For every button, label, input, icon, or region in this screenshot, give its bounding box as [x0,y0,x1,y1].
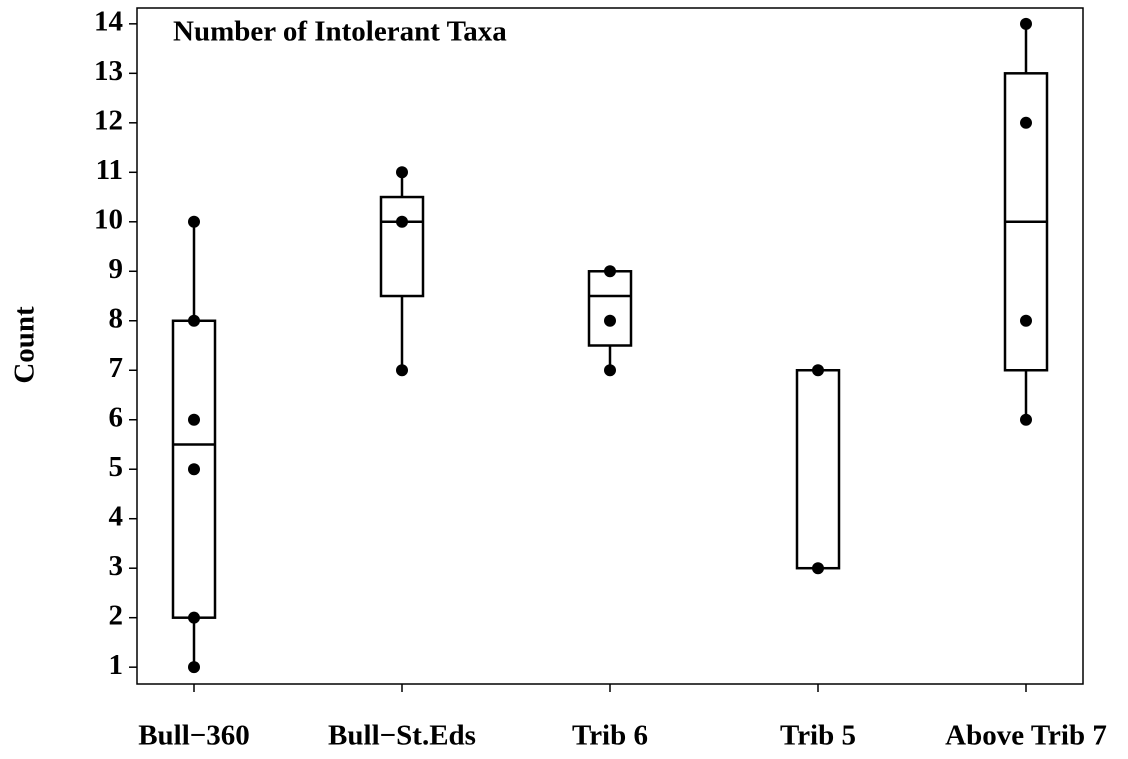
x-tick-label: Above Trib 7 [945,720,1107,752]
box [795,368,841,570]
data-point [604,265,616,278]
data-point [396,166,408,179]
box [587,270,633,347]
data-point [188,413,200,426]
data-point [812,364,824,377]
data-point [1020,17,1032,30]
data-point [1020,314,1032,327]
data-point [188,215,200,228]
y-tick-label: 1 [109,649,124,681]
chart-title: Number of Intolerant Taxa [173,16,507,48]
x-tick-label: Trib 6 [572,720,648,752]
data-point [188,661,200,674]
x-tick-label: Trib 5 [780,720,856,752]
data-point [812,562,824,575]
y-tick-label: 13 [94,55,123,87]
y-tick-label: 10 [94,203,123,235]
data-point [604,314,616,327]
box [379,195,425,298]
y-tick-label: 5 [109,451,124,483]
y-axis-label: Count [9,306,41,384]
y-tick-label: 6 [109,401,124,433]
data-point [604,364,616,377]
y-tick-label: 3 [109,550,124,582]
x-tick-label: Bull−St.Eds [328,720,476,752]
x-tick-label: Bull−360 [138,720,250,752]
data-point [396,364,408,377]
y-tick-label: 8 [109,302,124,334]
y-tick-label: 9 [109,253,124,285]
data-point [188,314,200,327]
y-tick-label: 2 [109,599,124,631]
y-tick-label: 12 [94,104,123,136]
data-point [188,611,200,624]
y-tick-label: 7 [109,352,124,384]
data-point [1020,413,1032,426]
y-tick-label: 14 [94,5,123,37]
data-point [188,463,200,476]
data-point [1020,116,1032,129]
data-point [396,215,408,228]
y-tick-label: 4 [109,500,124,532]
y-tick-label: 11 [96,154,123,186]
